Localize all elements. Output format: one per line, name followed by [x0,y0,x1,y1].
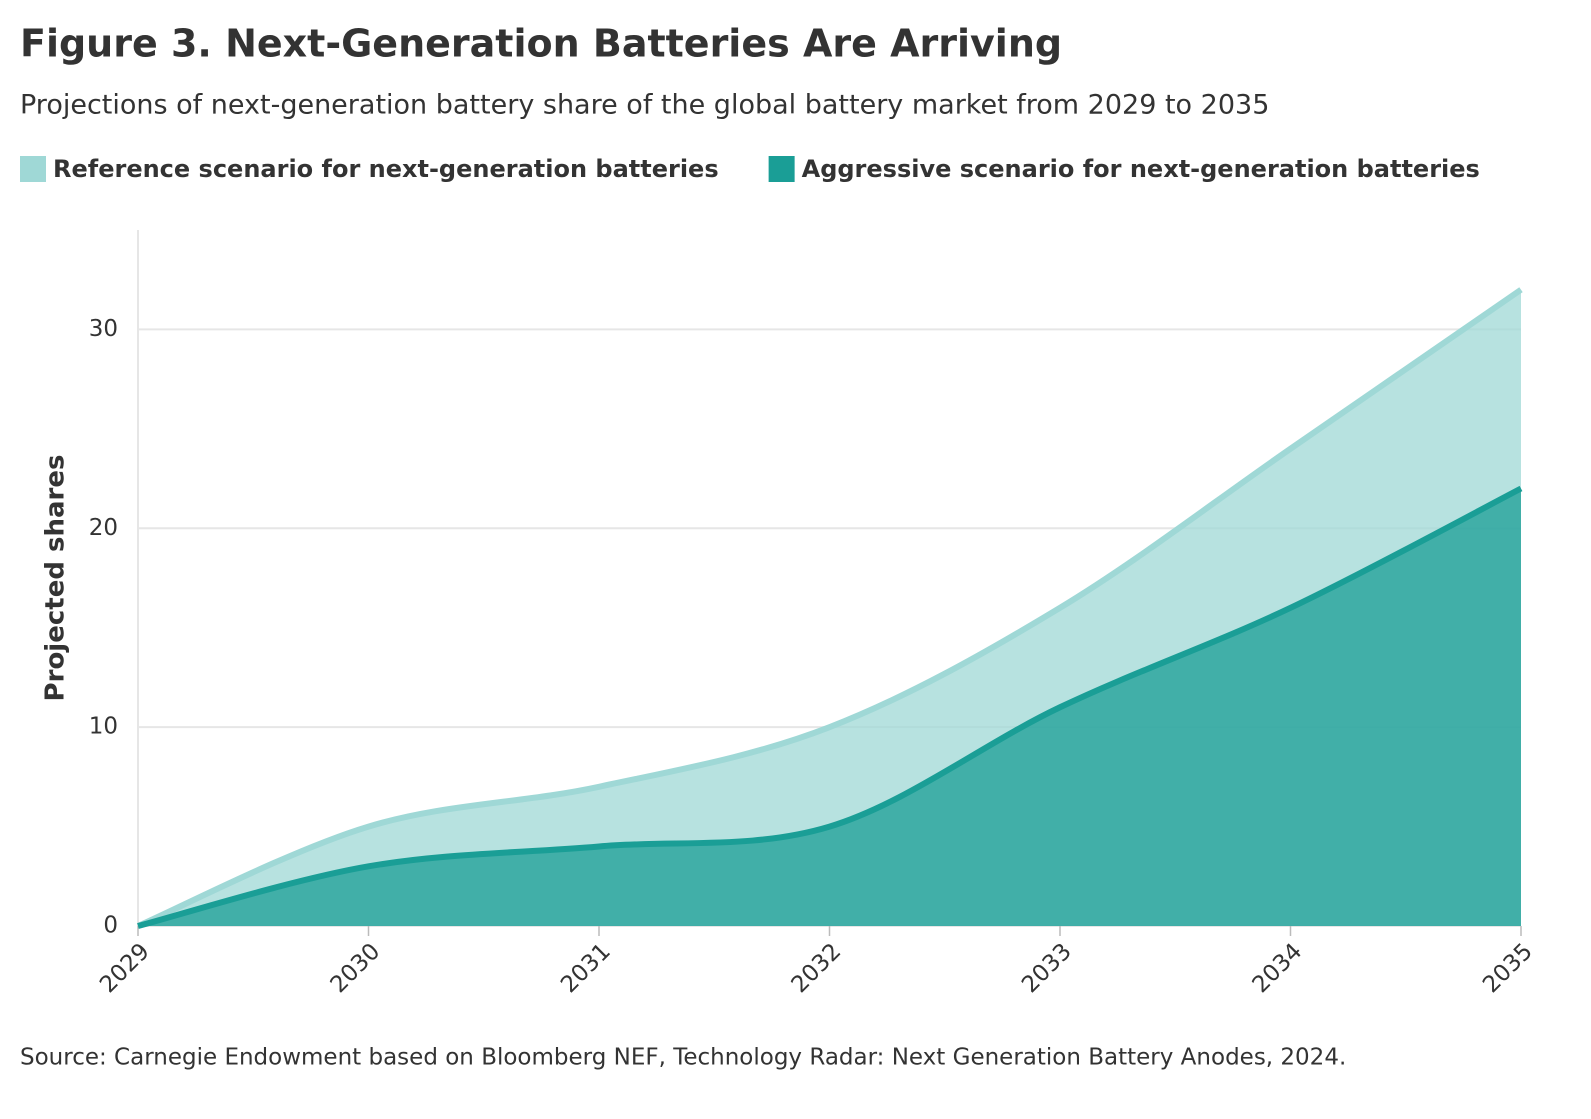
area-fill [138,488,1521,926]
y-tick-label: 0 [103,913,118,939]
y-tick-label: 20 [89,515,118,541]
area-line [136,287,1523,929]
legend-label: Reference scenario for next-generation b… [53,155,719,183]
chart-subtitle: Projections of next-generation battery s… [20,90,1269,121]
x-tick-label: 2029 [95,938,155,998]
x-tick-label: 2032 [787,938,847,998]
x-tick-label: 2031 [556,938,616,998]
legend-swatch [768,156,795,182]
y-axis-title: Projected shares [41,455,71,702]
x-tick-label: 2035 [1478,938,1538,998]
source-note: Source: Carnegie Endowment based on Bloo… [20,1045,1346,1071]
legend-label: Aggressive scenario for next-generation … [802,155,1480,183]
y-tick-label: 30 [89,316,118,342]
chart-title: Figure 3. Next-Generation Batteries Are … [20,22,1062,66]
y-tick-label: 10 [89,714,118,740]
x-tick-label: 2033 [1017,938,1077,998]
legend-swatch [20,156,46,182]
area-line [137,485,1523,929]
x-tick-label: 2034 [1248,938,1308,998]
x-tick-label: 2030 [326,938,386,998]
